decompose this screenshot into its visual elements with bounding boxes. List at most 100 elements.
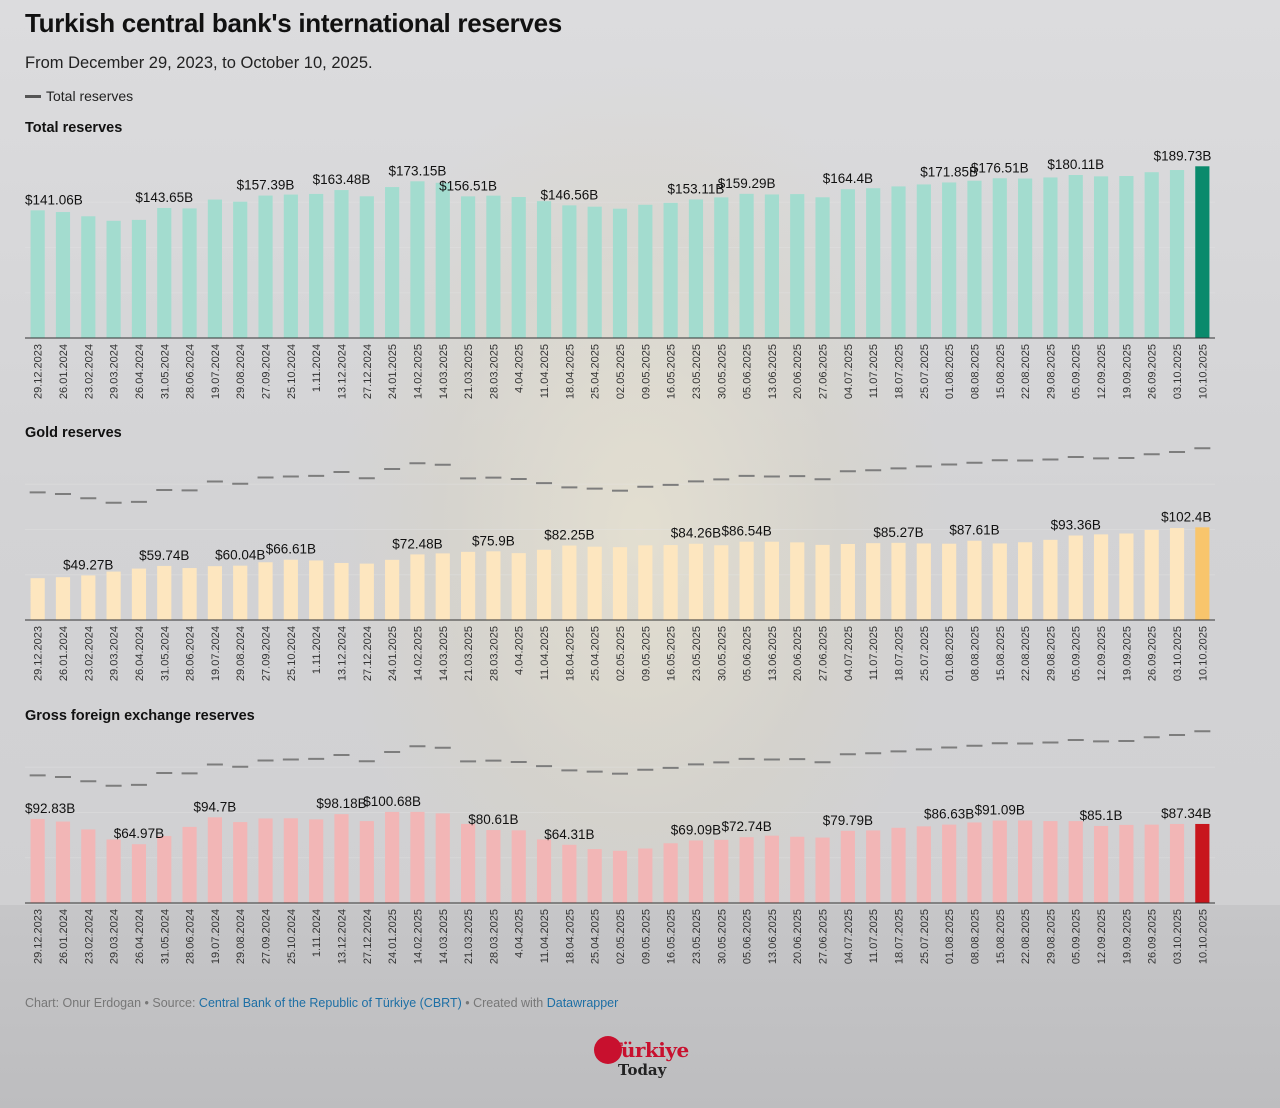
tick-label-total-15: 14.02.2025 [412, 344, 424, 399]
bar-fx-39 [1018, 820, 1033, 903]
bar-gold-33 [866, 543, 881, 620]
tick-label-fx-10: 25.10.2024 [286, 909, 298, 964]
bar-gold-0 [30, 578, 45, 620]
bar-gold-27 [714, 545, 729, 620]
bar-total-36 [942, 182, 957, 338]
bar-fx-5 [157, 836, 172, 903]
bar-gold-24 [638, 545, 653, 620]
panel-fx: $92.83B $64.97B $94.7B $98.18B$100.68B $80.6… [25, 730, 1215, 964]
bar-total-41 [1068, 175, 1083, 338]
bar-gold-20 [536, 549, 552, 620]
footer-created: • Created with [461, 996, 547, 1010]
bar-gold-26 [688, 543, 704, 620]
legend-label: Total reserves [46, 88, 134, 104]
data-label-total-0: $141.06B [25, 192, 83, 207]
bar-gold-16 [435, 553, 450, 620]
data-label-gold-46: $102.4B [1161, 509, 1211, 524]
data-label-fx-18: $80.61B [468, 812, 518, 827]
reserves-charts: $141.06B $143.65B $157.39B $163.48B $173.15B… [25, 148, 1215, 964]
bar-total-38 [992, 178, 1007, 338]
tick-label-total-21: 18.04.2025 [564, 344, 576, 399]
source-link[interactable]: Central Bank of the Republic of Türkiye … [198, 996, 462, 1010]
bar-total-3 [106, 220, 121, 338]
tick-label-fx-32: 04.07.2025 [843, 909, 855, 964]
bar-total-34 [891, 186, 906, 338]
tick-label-total-40: 29.08.2025 [1045, 344, 1057, 399]
data-label-gold-18: $75.9B [472, 533, 515, 548]
tick-label-fx-5: 31.05.2024 [159, 909, 171, 964]
bar-gold-5 [157, 565, 172, 620]
tick-label-gold-13: 27.12.2024 [362, 626, 374, 681]
data-label-total-32: $164.4B [823, 171, 873, 186]
tick-label-gold-5: 31.05.2024 [159, 626, 171, 681]
bar-gold-14 [385, 559, 400, 620]
bar-fx-15 [410, 811, 425, 903]
bar-gold-46 [1195, 527, 1210, 620]
tick-label-fx-40: 29.08.2025 [1045, 909, 1057, 964]
tick-label-total-6: 28.06.2024 [185, 344, 197, 399]
data-label-total-26: $153.11B [668, 181, 725, 196]
tick-label-total-1: 26.01.2024 [58, 344, 70, 399]
tick-label-gold-16: 14.03.2025 [438, 626, 450, 681]
tick-label-gold-40: 29.08.2025 [1045, 626, 1057, 681]
legend-line-swatch [25, 94, 41, 98]
bar-fx-36 [942, 824, 957, 903]
bar-gold-44 [1144, 529, 1159, 620]
bar-fx-12 [334, 814, 349, 903]
bar-total-2 [81, 216, 96, 338]
bar-gold-35 [916, 543, 931, 620]
datawrapper-link[interactable]: Datawrapper [546, 996, 619, 1010]
tick-label-total-22: 25.04.2025 [590, 344, 602, 399]
tick-label-fx-34: 18.07.2025 [894, 909, 906, 964]
tick-label-fx-18: 28.03.2025 [488, 909, 500, 964]
tick-label-gold-44: 26.09.2025 [1147, 626, 1159, 681]
tick-label-total-18: 28.03.2025 [488, 344, 500, 399]
bar-total-30 [790, 194, 805, 338]
tick-label-fx-16: 14.03.2025 [438, 909, 450, 964]
bar-fx-40 [1043, 821, 1058, 903]
tick-label-gold-6: 28.06.2024 [185, 626, 197, 681]
bar-fx-29 [764, 835, 780, 903]
data-label-fx-46: $87.34B [1161, 806, 1211, 821]
turkiye-today-logo: Türkiye Today [594, 1034, 694, 1084]
data-label-fx-14: $100.68B [363, 794, 421, 809]
tick-label-gold-32: 04.07.2025 [843, 626, 855, 681]
tick-label-fx-42: 12.09.2025 [1096, 909, 1108, 964]
tick-label-fx-12: 13.12.2024 [336, 909, 348, 964]
bar-gold-22 [587, 546, 602, 620]
bar-total-19 [511, 197, 526, 338]
tick-label-gold-25: 16.05.2025 [666, 626, 678, 681]
tick-label-fx-46: 10.10.2025 [1197, 909, 1209, 964]
bar-gold-15 [410, 554, 425, 620]
tick-label-total-17: 21.03.2025 [463, 344, 475, 399]
tick-label-total-41: 05.09.2025 [1071, 344, 1083, 399]
bar-total-37 [967, 180, 982, 338]
tick-label-gold-38: 15.08.2025 [995, 626, 1007, 681]
bar-fx-34 [891, 827, 906, 903]
bar-fx-16 [435, 813, 450, 903]
bar-gold-38 [992, 543, 1007, 620]
tick-label-gold-23: 02.05.2025 [615, 626, 627, 681]
bar-total-28 [739, 193, 754, 338]
bar-total-31 [815, 197, 830, 338]
tick-label-gold-4: 26.04.2024 [134, 626, 146, 681]
data-label-total-21: $146.56B [540, 187, 598, 202]
bar-fx-44 [1144, 824, 1159, 903]
tick-label-fx-29: 13.06.2025 [767, 909, 779, 964]
tick-label-total-36: 01.08.2025 [944, 344, 956, 399]
tick-label-gold-15: 14.02.2025 [412, 626, 424, 681]
bar-fx-14 [385, 811, 400, 903]
tick-label-gold-39: 22.08.2025 [1020, 626, 1032, 681]
data-label-gold-15: $72.48B [392, 536, 442, 551]
bar-total-18 [486, 195, 501, 338]
bar-fx-20 [536, 839, 552, 903]
tick-label-total-38: 15.08.2025 [995, 344, 1007, 399]
tick-label-gold-17: 21.03.2025 [463, 626, 475, 681]
tick-label-fx-33: 11.07.2025 [868, 909, 880, 963]
bar-total-35 [916, 184, 931, 338]
bar-gold-31 [815, 544, 830, 620]
bar-gold-18 [486, 551, 501, 620]
tick-label-gold-0: 29.12.2023 [33, 626, 45, 681]
bar-gold-2 [81, 575, 96, 620]
bar-gold-34 [891, 542, 906, 620]
